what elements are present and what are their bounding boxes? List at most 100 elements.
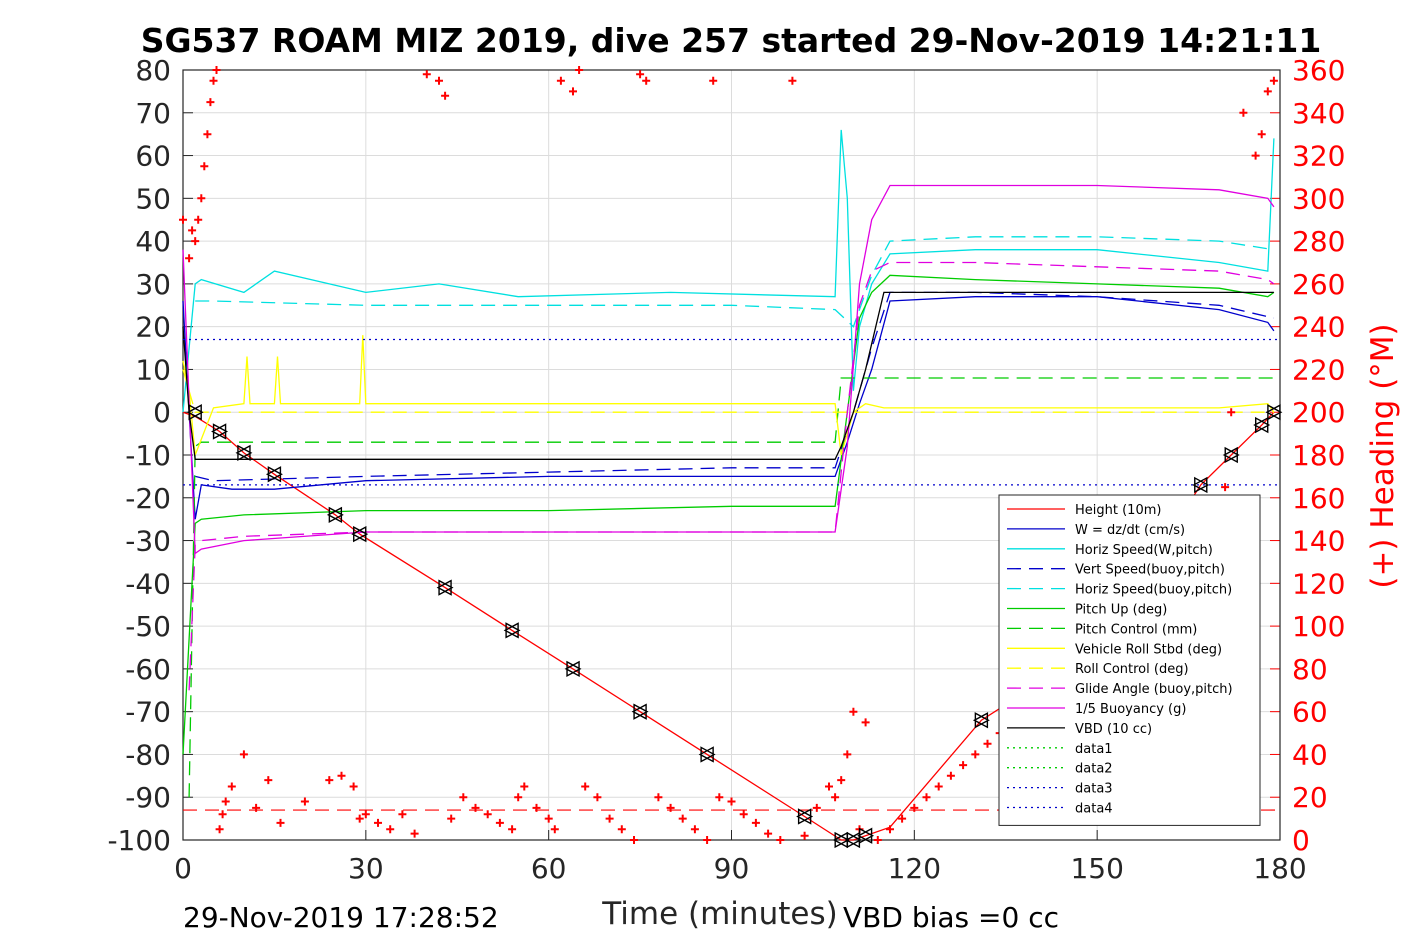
depth-marker	[631, 703, 649, 720]
heading-point	[946, 771, 955, 780]
heading-point	[971, 750, 980, 759]
heading-point	[703, 836, 712, 844]
x-tick-label: 150	[1070, 852, 1123, 885]
x-tick-label: 90	[714, 852, 750, 885]
heading-point	[1257, 130, 1266, 139]
heading-point	[459, 793, 468, 802]
y-tick-label: -90	[125, 781, 171, 814]
heading-point	[849, 707, 858, 716]
y2-tick-label: 100	[1292, 610, 1345, 643]
heading-point	[422, 70, 431, 79]
legend-label: Height (10m)	[1075, 503, 1161, 518]
depth-marker	[857, 827, 875, 844]
heading-point	[398, 810, 407, 819]
y2-tick-label: 200	[1292, 396, 1345, 429]
y-tick-label: -20	[125, 482, 171, 515]
y2-tick-label: 220	[1292, 353, 1345, 386]
heading-point	[386, 825, 395, 834]
heading-point	[575, 66, 584, 74]
y2-tick-label: 120	[1292, 567, 1345, 600]
heading-point	[898, 814, 907, 823]
x-axis-label: Time (minutes)	[601, 896, 837, 932]
heading-point	[520, 782, 529, 791]
depth-marker	[564, 660, 582, 678]
heading-point	[514, 793, 523, 802]
y-tick-label: -50	[125, 610, 171, 643]
y2-tick-label: 340	[1292, 97, 1345, 130]
heading-point	[843, 750, 852, 759]
heading-point	[605, 814, 614, 823]
heading-point	[831, 793, 840, 802]
y2-tick-label: 360	[1292, 54, 1345, 87]
y2-tick-label: 300	[1292, 182, 1345, 215]
heading-point	[197, 194, 206, 203]
x-tick-label: 120	[888, 852, 941, 885]
depth-marker	[503, 622, 521, 639]
heading-point	[983, 739, 992, 748]
series-line	[195, 236, 1275, 328]
y-tick-label: -100	[107, 824, 171, 857]
depth-marker	[1253, 416, 1271, 434]
y2-tick-label: 260	[1292, 268, 1345, 301]
heading-point	[203, 130, 212, 139]
heading-point	[715, 793, 724, 802]
heading-point	[361, 810, 370, 819]
y2-tick-labels: 3603403203002802602402202001801601401201…	[1292, 54, 1345, 857]
heading-point	[569, 87, 577, 96]
heading-point	[441, 91, 450, 100]
heading-point	[300, 797, 309, 806]
series-line	[182, 291, 1274, 460]
legend-label: data4	[1075, 802, 1113, 817]
heading-point	[1227, 408, 1236, 417]
heading-point	[495, 818, 504, 827]
heading-point	[690, 825, 699, 834]
depth-marker	[1222, 446, 1240, 464]
y-tick-label: 30	[135, 268, 171, 301]
legend-label: Glide Angle (buoy,pitch)	[1075, 682, 1233, 697]
heading-point	[959, 761, 968, 770]
heading-point	[179, 215, 187, 224]
heading-point	[218, 810, 227, 819]
heading-point	[776, 836, 785, 844]
series-line	[182, 335, 1275, 456]
heading-point	[788, 76, 797, 85]
heading-point	[556, 76, 565, 85]
x-tick-labels: 0 30 60 90 120 150 180	[174, 852, 1307, 885]
heading-point	[276, 818, 285, 827]
heading-point	[349, 782, 358, 791]
heading-point	[910, 803, 919, 812]
y2-tick-label: 180	[1292, 439, 1345, 472]
heading-point	[617, 825, 626, 834]
heading-point	[636, 70, 645, 79]
heading-point	[206, 98, 215, 107]
heading-point	[800, 831, 809, 840]
y2-tick-label: 280	[1292, 225, 1345, 258]
y2-tick-label: 140	[1292, 525, 1345, 558]
legend-label: data1	[1075, 742, 1113, 757]
legend-label: Roll Control (deg)	[1075, 662, 1189, 677]
y-tick-label: 0	[153, 396, 171, 429]
legend-label: W = dz/dt (cm/s)	[1075, 523, 1185, 538]
legend-label: data2	[1075, 762, 1113, 777]
heading-point	[194, 215, 203, 224]
depth-marker	[1192, 476, 1210, 494]
x-tick-label: 30	[348, 852, 384, 885]
heading-point	[374, 818, 382, 827]
y-tick-labels: 80 70 60 50 40 30 20 10 0 -10 -20 -30 -40 -50 -60 -70 -8…	[107, 54, 171, 857]
heading-point	[227, 782, 236, 791]
legend-label: data3	[1075, 782, 1113, 797]
heading-point	[221, 797, 230, 806]
plot-area	[182, 69, 1281, 841]
heading-point	[188, 226, 197, 235]
heading-point	[934, 782, 943, 791]
x-tick-label: 60	[531, 852, 567, 885]
heading-point	[508, 825, 517, 834]
heading-point	[1269, 76, 1278, 85]
depth-marker	[972, 712, 990, 729]
series-line	[182, 369, 1274, 413]
heading-point	[739, 810, 748, 819]
legend-label: Vert Speed(buoy,pitch)	[1075, 563, 1225, 578]
y-tick-label: 20	[135, 311, 171, 344]
depth-marker	[265, 466, 283, 483]
